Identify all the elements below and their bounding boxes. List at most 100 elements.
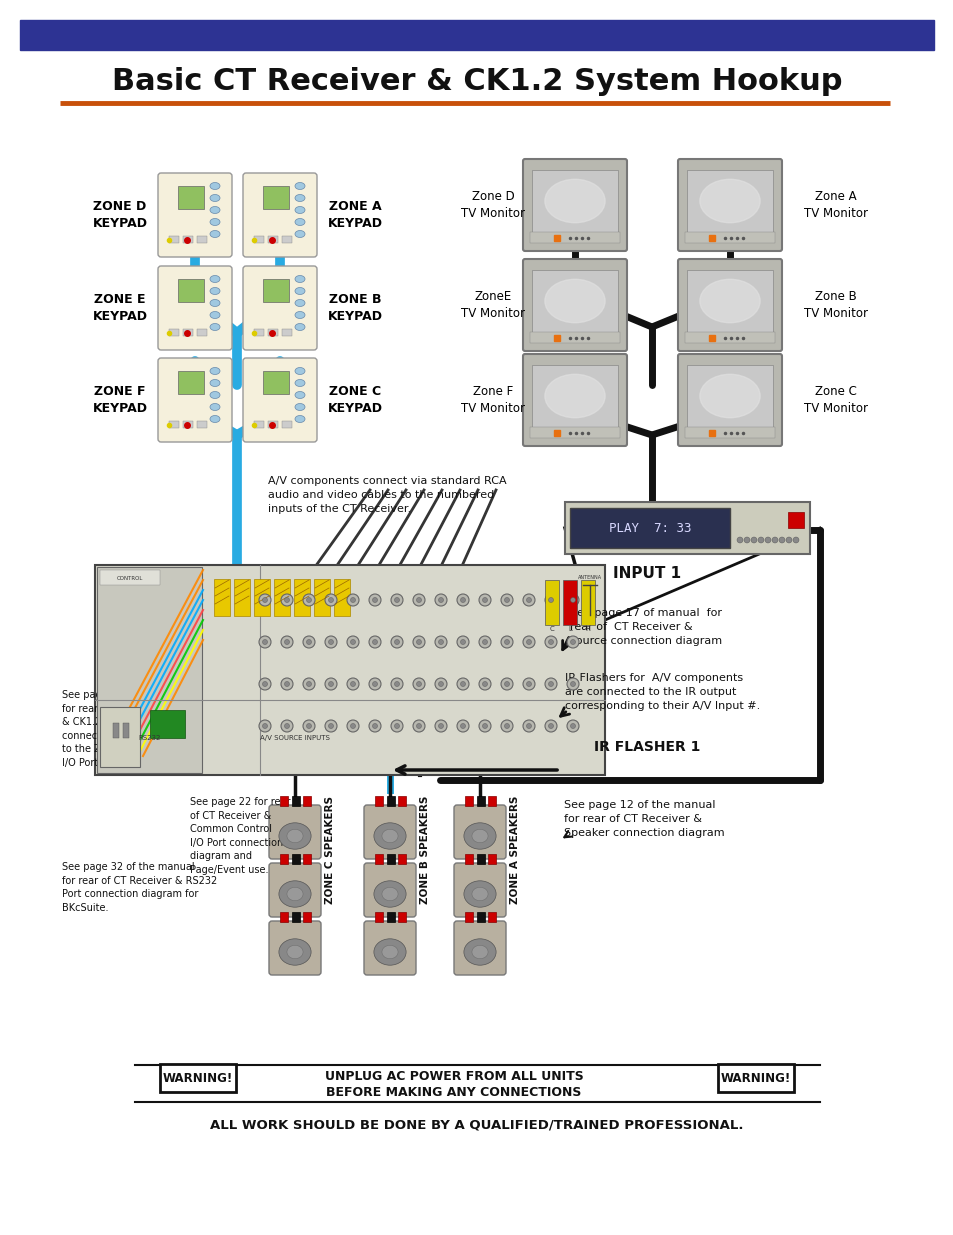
- Circle shape: [369, 594, 380, 606]
- Ellipse shape: [700, 279, 760, 322]
- Bar: [684, 427, 774, 438]
- Bar: [95, 564, 604, 776]
- Circle shape: [328, 598, 334, 603]
- Circle shape: [482, 682, 487, 687]
- Bar: [303, 797, 311, 806]
- Circle shape: [570, 598, 575, 603]
- Bar: [787, 513, 803, 529]
- Bar: [532, 366, 618, 427]
- Bar: [718, 1065, 793, 1092]
- Bar: [397, 911, 406, 923]
- Ellipse shape: [210, 391, 220, 399]
- FancyBboxPatch shape: [522, 159, 626, 251]
- FancyBboxPatch shape: [678, 259, 781, 351]
- Circle shape: [258, 636, 271, 648]
- FancyBboxPatch shape: [522, 259, 626, 351]
- Circle shape: [372, 598, 377, 603]
- Text: UNPLUG AC POWER FROM ALL UNITS: UNPLUG AC POWER FROM ALL UNITS: [324, 1070, 583, 1083]
- Bar: [178, 370, 204, 394]
- Circle shape: [435, 678, 447, 690]
- Circle shape: [504, 682, 509, 687]
- Circle shape: [548, 682, 553, 687]
- Circle shape: [369, 720, 380, 732]
- Ellipse shape: [463, 939, 496, 966]
- Ellipse shape: [287, 887, 303, 900]
- Circle shape: [435, 720, 447, 732]
- FancyBboxPatch shape: [454, 863, 505, 918]
- Circle shape: [284, 724, 289, 729]
- Circle shape: [306, 724, 312, 729]
- Ellipse shape: [287, 829, 303, 842]
- Circle shape: [460, 724, 465, 729]
- Circle shape: [438, 640, 443, 645]
- Bar: [282, 421, 292, 429]
- Bar: [178, 186, 204, 210]
- Circle shape: [758, 537, 763, 543]
- Circle shape: [570, 640, 575, 645]
- Circle shape: [391, 678, 402, 690]
- Circle shape: [284, 640, 289, 645]
- Bar: [375, 797, 382, 806]
- Bar: [569, 508, 729, 548]
- Text: See page 17 of manual  for
rear of  CT Receiver &
source connection diagram: See page 17 of manual for rear of CT Rec…: [569, 608, 721, 646]
- Ellipse shape: [278, 881, 311, 908]
- Ellipse shape: [210, 183, 220, 189]
- Circle shape: [391, 636, 402, 648]
- Ellipse shape: [700, 179, 760, 222]
- Bar: [196, 236, 207, 243]
- Bar: [292, 797, 299, 806]
- Circle shape: [391, 720, 402, 732]
- Circle shape: [262, 682, 267, 687]
- Circle shape: [504, 598, 509, 603]
- FancyBboxPatch shape: [269, 863, 320, 918]
- Ellipse shape: [210, 311, 220, 319]
- Ellipse shape: [374, 881, 406, 908]
- Ellipse shape: [294, 183, 305, 189]
- FancyBboxPatch shape: [243, 358, 316, 442]
- Ellipse shape: [294, 206, 305, 214]
- Circle shape: [435, 636, 447, 648]
- Bar: [303, 853, 311, 864]
- Bar: [160, 1065, 235, 1092]
- Circle shape: [284, 682, 289, 687]
- Text: Zone D
TV Monitor: Zone D TV Monitor: [460, 190, 524, 220]
- Bar: [268, 421, 277, 429]
- FancyBboxPatch shape: [454, 805, 505, 860]
- Bar: [268, 329, 277, 336]
- Bar: [253, 421, 264, 429]
- Circle shape: [548, 724, 553, 729]
- Ellipse shape: [294, 368, 305, 374]
- Circle shape: [544, 636, 557, 648]
- Text: Zone B
TV Monitor: Zone B TV Monitor: [803, 290, 867, 320]
- Circle shape: [438, 682, 443, 687]
- Ellipse shape: [544, 374, 604, 417]
- Bar: [292, 911, 299, 923]
- Circle shape: [395, 640, 399, 645]
- Text: WARNING!: WARNING!: [720, 1072, 790, 1084]
- Bar: [268, 236, 277, 243]
- Ellipse shape: [294, 194, 305, 201]
- Circle shape: [391, 594, 402, 606]
- Bar: [100, 571, 160, 585]
- FancyBboxPatch shape: [314, 579, 330, 616]
- Bar: [464, 853, 473, 864]
- Text: INPUT 1: INPUT 1: [612, 567, 680, 582]
- Circle shape: [460, 640, 465, 645]
- FancyBboxPatch shape: [364, 805, 416, 860]
- Bar: [263, 279, 289, 303]
- Bar: [20, 20, 933, 49]
- Circle shape: [413, 594, 424, 606]
- Circle shape: [350, 682, 355, 687]
- Circle shape: [350, 598, 355, 603]
- Circle shape: [347, 636, 358, 648]
- Circle shape: [281, 594, 293, 606]
- Bar: [580, 580, 595, 625]
- Bar: [476, 853, 484, 864]
- Bar: [476, 911, 484, 923]
- Circle shape: [456, 720, 469, 732]
- Bar: [564, 501, 809, 555]
- Ellipse shape: [210, 219, 220, 226]
- Ellipse shape: [294, 311, 305, 319]
- Circle shape: [413, 678, 424, 690]
- Bar: [532, 170, 618, 232]
